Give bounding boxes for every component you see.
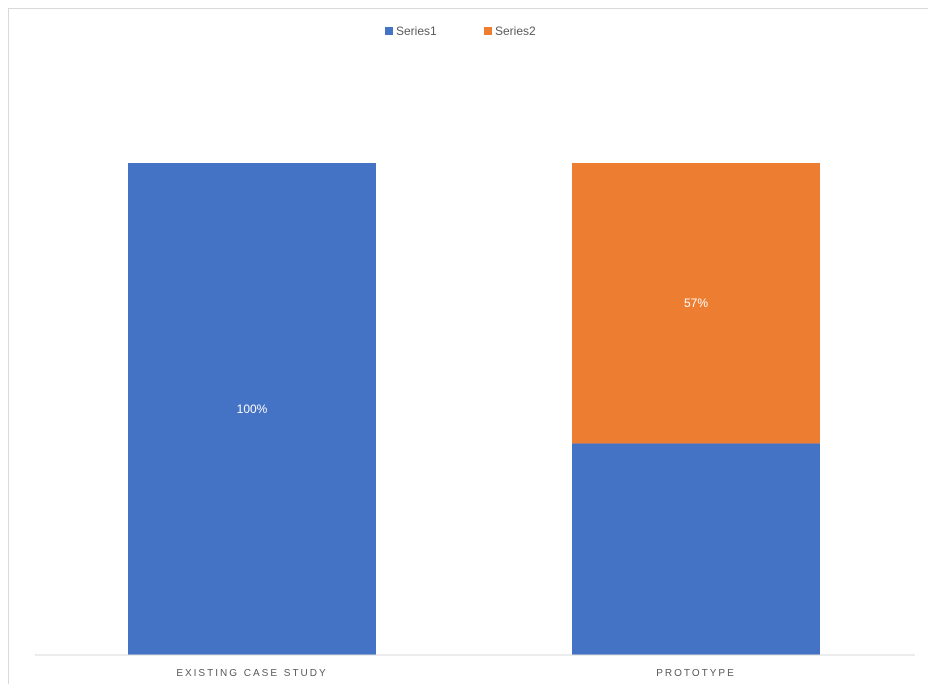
x-tick-label-1: EXISTING CASE STUDY <box>176 668 327 679</box>
bar-series1-2 <box>572 443 820 655</box>
chart-frame <box>8 8 928 684</box>
legend-swatch-series1 <box>385 27 393 35</box>
x-tick-labels: EXISTING CASE STUDY PROTOTYPE <box>176 668 736 679</box>
data-label-series1-1: 100% <box>237 402 268 416</box>
bars: 100% 57% <box>128 163 820 655</box>
legend-label-series1: Series1 <box>396 24 437 38</box>
legend-label-series2: Series2 <box>495 24 536 38</box>
legend: Series1 Series2 <box>385 24 536 38</box>
x-tick-label-2: PROTOTYPE <box>656 668 736 679</box>
data-label-series2-2: 57% <box>684 296 708 310</box>
bar-series1-1 <box>128 163 376 655</box>
legend-swatch-series2 <box>484 27 492 35</box>
bar-series2-2 <box>572 163 820 444</box>
